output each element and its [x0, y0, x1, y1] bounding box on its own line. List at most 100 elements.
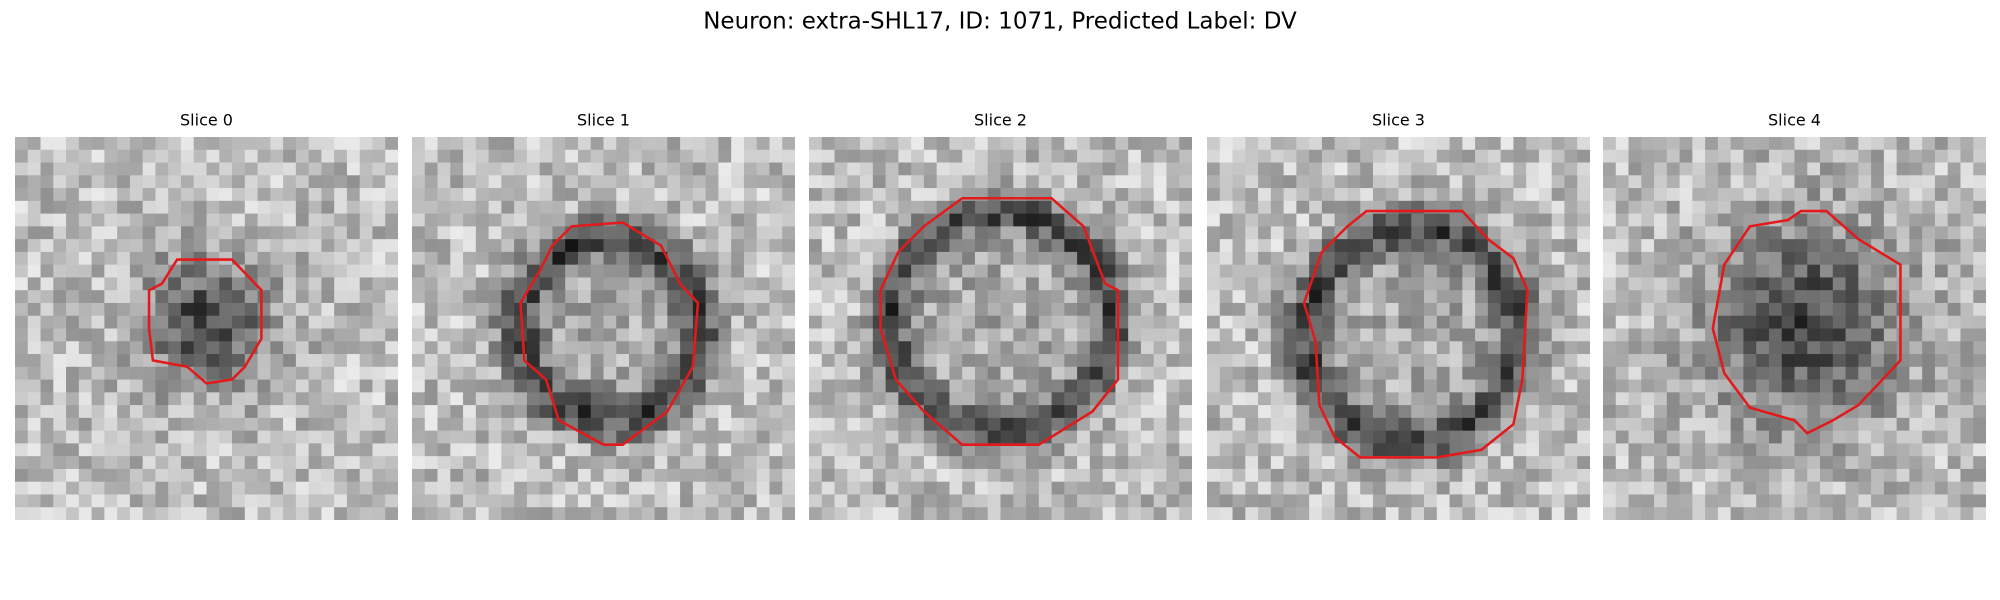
pixel [1000, 366, 1014, 380]
pixel [1654, 354, 1668, 368]
pixel [270, 162, 284, 176]
pixel [1615, 494, 1629, 508]
pixel [680, 188, 694, 202]
pixel [412, 315, 426, 329]
pixel [1794, 392, 1808, 406]
pixel [142, 213, 156, 227]
pixel [1973, 302, 1986, 317]
pixel [629, 200, 643, 214]
pixel [1845, 213, 1859, 227]
pixel [1475, 290, 1489, 304]
pixel [1820, 430, 1834, 444]
panel-title: Slice 4 [1768, 111, 1821, 130]
pixel [1960, 137, 1974, 151]
pixel [1807, 494, 1821, 508]
pixel [1743, 443, 1757, 457]
pixel [1398, 354, 1412, 368]
pixel [577, 239, 592, 253]
pixel [526, 226, 541, 240]
pixel [168, 379, 182, 393]
pixel [193, 277, 207, 291]
pixel [1179, 226, 1192, 240]
pixel [488, 315, 502, 329]
pixel [1934, 277, 1949, 291]
pixel [1922, 443, 1936, 457]
pixel [1577, 226, 1590, 240]
pixel [117, 456, 131, 470]
pixel [1166, 251, 1180, 266]
pixel [1026, 213, 1040, 227]
pixel [1628, 315, 1642, 329]
pixel [346, 379, 361, 393]
pixel [129, 137, 144, 151]
pixel [437, 175, 451, 189]
pixel [1000, 443, 1014, 457]
pixel [949, 366, 963, 380]
pixel [1232, 188, 1246, 202]
pixel [718, 302, 732, 317]
pixel [949, 149, 963, 163]
pixel [334, 456, 348, 470]
pixel [1270, 468, 1284, 483]
pixel [283, 417, 297, 432]
pixel [731, 137, 745, 151]
pixel [692, 175, 707, 189]
pixel [1526, 392, 1540, 406]
pixel [1564, 481, 1578, 495]
pixel [514, 328, 528, 342]
pixel [424, 264, 438, 278]
pixel [321, 443, 335, 457]
pixel [1245, 277, 1259, 291]
pixel [1934, 290, 1949, 304]
pixel [1909, 430, 1923, 444]
pixel [1820, 456, 1834, 470]
pixel [1166, 443, 1180, 457]
pixel [91, 315, 105, 329]
pixel [104, 239, 118, 253]
pixel [1140, 328, 1155, 342]
pixel [1960, 149, 1974, 163]
pixel [206, 405, 220, 419]
pixel [1500, 226, 1514, 240]
pixel [526, 315, 541, 329]
pixel [1628, 251, 1642, 266]
pixel [1089, 481, 1104, 495]
pixel [1245, 315, 1259, 329]
pixel [552, 430, 566, 444]
pixel [1411, 494, 1425, 508]
pixel [463, 239, 477, 253]
pixel [53, 417, 67, 432]
pixel [1038, 302, 1052, 317]
pixel [756, 366, 770, 380]
pixel [412, 188, 426, 202]
pixel [1385, 226, 1399, 240]
pixel [1564, 366, 1578, 380]
pixel [1000, 328, 1014, 342]
pixel [1309, 188, 1323, 202]
pixel [66, 277, 80, 291]
pixel [860, 354, 874, 368]
pixel [475, 302, 489, 317]
pixel [1526, 328, 1540, 342]
pixel [91, 226, 105, 240]
pixel [1013, 405, 1027, 419]
pixel [1832, 188, 1846, 202]
pixel [667, 213, 681, 227]
pixel [1743, 494, 1757, 508]
pixel [412, 341, 426, 355]
pixel [232, 405, 246, 419]
pixel [680, 162, 694, 176]
pixel [1896, 315, 1910, 329]
pixel [244, 443, 258, 457]
pixel [1245, 162, 1259, 176]
pixel [1000, 264, 1014, 278]
pixel [680, 277, 694, 291]
pixel [743, 456, 758, 470]
pixel [962, 341, 976, 355]
pixel [667, 226, 681, 240]
pixel [1679, 417, 1693, 432]
pixel [437, 456, 451, 470]
pixel [1666, 162, 1680, 176]
pixel [488, 405, 502, 419]
pixel [821, 481, 835, 495]
